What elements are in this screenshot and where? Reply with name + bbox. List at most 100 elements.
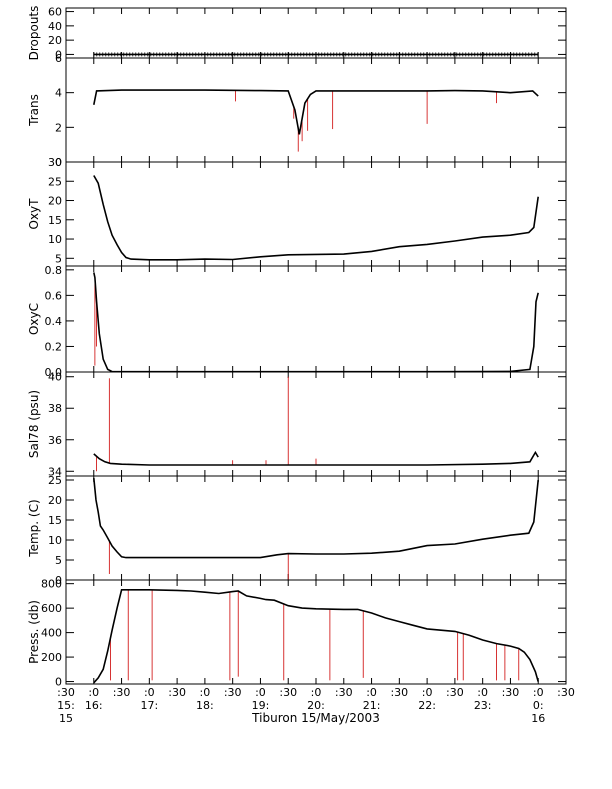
y-tick-label: 10 xyxy=(48,233,62,246)
x-tick-label: :30 xyxy=(168,686,186,699)
y-tick-label: 800 xyxy=(41,578,62,591)
x-tick-label: :30 xyxy=(446,686,464,699)
y-axis-label: Trans xyxy=(27,94,41,127)
panel-frame xyxy=(65,57,567,163)
y-tick-label: 0.2 xyxy=(45,340,63,353)
plot-area xyxy=(93,376,539,472)
y-tick-label: 0.4 xyxy=(45,315,63,328)
x-tick-label: :0 xyxy=(144,686,155,699)
x-tick-label: :0 xyxy=(477,686,488,699)
y-axis-label: Dropouts xyxy=(27,6,41,61)
panel-2: 6 4 2 0 Trans xyxy=(27,52,567,169)
y-tick-label: 20 xyxy=(48,195,62,208)
y-tick-label: 6 xyxy=(55,52,62,65)
panel-5: 40 38 36 34 Sal78 (psu) xyxy=(27,371,567,478)
y-tick-label: 36 xyxy=(48,434,62,447)
y-tick-label: 60 xyxy=(48,6,62,19)
x-tick-label: 15 xyxy=(59,712,73,725)
x-tick-label: :30 xyxy=(557,686,575,699)
y-tick-label: 40 xyxy=(48,371,62,384)
plot-area xyxy=(93,52,539,57)
y-axis-label: Sal78 (psu) xyxy=(27,390,41,458)
series-line xyxy=(93,477,539,559)
x-tick-label: :30 xyxy=(502,686,520,699)
panel-frame xyxy=(65,161,567,267)
y-axis-label: Temp. (C) xyxy=(27,499,41,557)
y-tick-label: 0.8 xyxy=(45,264,63,277)
y-tick-label: 4 xyxy=(55,87,62,100)
x-tick-label: 20: xyxy=(307,699,325,712)
series-line xyxy=(93,589,539,684)
y-tick-label: 400 xyxy=(41,627,62,640)
y-axis-label: Press. (db) xyxy=(27,600,41,664)
y-tick-label: 15 xyxy=(48,214,62,227)
x-tick-label: :0 xyxy=(366,686,377,699)
panel-7: 800 600 400 200 0 Press. (db) xyxy=(27,578,567,689)
y-tick-label: 0 xyxy=(55,156,62,169)
y-tick-label: 25 xyxy=(48,175,62,188)
y-tick-label: 0 xyxy=(55,574,62,587)
plot-area xyxy=(93,477,539,580)
plot-area xyxy=(93,89,539,152)
y-tick-label: 34 xyxy=(48,465,62,478)
x-tick-label: 15: xyxy=(57,699,75,712)
x-tick-label: 16 xyxy=(531,712,545,725)
y-axis-label: OxyC xyxy=(27,303,41,335)
y-tick-label: 0.0 xyxy=(45,366,63,379)
x-tick-label: :30 xyxy=(335,686,353,699)
plot-area xyxy=(93,589,539,684)
plot-area xyxy=(93,272,539,372)
y-tick-label: 200 xyxy=(41,651,62,664)
y-tick-label: 0 xyxy=(55,48,62,61)
x-tick-label: :30 xyxy=(113,686,131,699)
x-tick-label: 21: xyxy=(363,699,381,712)
x-tick-label: :30 xyxy=(57,686,75,699)
panel-frame xyxy=(65,475,567,581)
y-tick-label: 20 xyxy=(48,34,62,47)
x-tick-label: :30 xyxy=(279,686,297,699)
y-tick-label: 600 xyxy=(41,602,62,615)
x-tick-label: :0 xyxy=(255,686,266,699)
x-tick-label: 19: xyxy=(252,699,270,712)
y-tick-label: 0 xyxy=(55,676,62,689)
plot-area xyxy=(93,175,539,261)
y-tick-label: 0.6 xyxy=(45,289,63,302)
x-axis-label: Tiburon 15/May/2003 xyxy=(251,711,380,725)
y-tick-label: 40 xyxy=(48,20,62,33)
series-line xyxy=(93,175,539,261)
x-tick-label: 23: xyxy=(474,699,492,712)
y-tick-label: 5 xyxy=(55,554,62,567)
series-line xyxy=(93,89,539,135)
y-tick-label: 30 xyxy=(48,156,62,169)
x-tick-label: 0: xyxy=(533,699,544,712)
x-tick-label: :0 xyxy=(422,686,433,699)
panel-3: 30 25 20 15 10 5 OxyT xyxy=(27,156,567,267)
x-tick-label: 18: xyxy=(196,699,214,712)
x-tick-label: 17: xyxy=(140,699,158,712)
x-tick-label: :30 xyxy=(224,686,242,699)
x-tick-label: 16: xyxy=(85,699,103,712)
y-tick-label: 38 xyxy=(48,402,62,415)
y-tick-label: 15 xyxy=(48,514,62,527)
panel-4: 0.8 0.6 0.4 0.2 0.0 OxyC xyxy=(27,264,567,379)
panel-frame xyxy=(65,579,567,685)
x-tick-label: :0 xyxy=(311,686,322,699)
x-tick-label: 22: xyxy=(418,699,436,712)
y-tick-label: 25 xyxy=(48,474,62,487)
panel-frame xyxy=(65,265,567,373)
x-tick-label: :30 xyxy=(390,686,408,699)
panel-6: 25 20 15 10 5 0 Temp. (C) xyxy=(27,474,567,587)
y-axis-label: OxyT xyxy=(27,198,41,230)
series-line xyxy=(93,450,539,466)
y-tick-label: 20 xyxy=(48,494,62,507)
y-tick-label: 2 xyxy=(55,121,62,134)
x-axis-group: :3015:15:016::30:017::30:018::30:019::30… xyxy=(57,686,575,725)
series-line xyxy=(93,272,539,372)
y-tick-label: 5 xyxy=(55,252,62,265)
x-tick-label: :0 xyxy=(533,686,544,699)
y-tick-label: 10 xyxy=(48,534,62,547)
